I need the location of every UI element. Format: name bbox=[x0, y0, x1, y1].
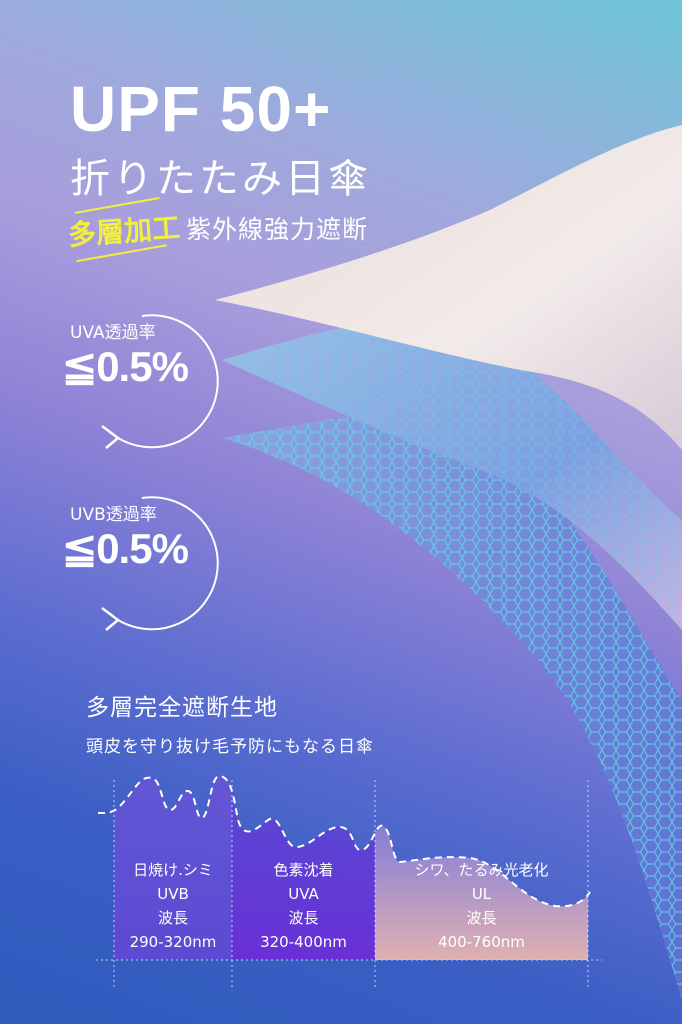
stat-label: UVA透過率 bbox=[70, 323, 156, 343]
circular-arrow-icon bbox=[101, 314, 219, 449]
range: 290-320nm bbox=[129, 933, 217, 951]
wave-line bbox=[97, 775, 591, 908]
wavelength-label: 波長 bbox=[157, 909, 188, 927]
tagline: 紫外線強力遮断 bbox=[186, 215, 369, 244]
stat-value: ≦0.5% bbox=[62, 525, 189, 572]
range: 320-400nm bbox=[260, 933, 347, 951]
wavelength-label: 波長 bbox=[466, 909, 497, 927]
type: UVA bbox=[288, 885, 319, 903]
stat-value: ≦0.5% bbox=[62, 343, 189, 390]
effect: 色素沈着 bbox=[273, 861, 334, 879]
effect: シワ、たるみ光老化 bbox=[414, 861, 549, 879]
stat-label: UVB透過率 bbox=[70, 505, 157, 525]
section-title: 多層完全遮断生地 bbox=[86, 695, 278, 721]
uvb-stat: UVB透過率 ≦0.5% bbox=[62, 492, 232, 642]
spectrum-ul: シワ、たるみ光老化 UL 波長 400-760nm bbox=[375, 858, 588, 954]
uva-stat: UVA透過率 ≦0.5% bbox=[62, 310, 232, 460]
effect: 日焼け.シミ bbox=[133, 861, 213, 879]
fabric-layer-1 bbox=[215, 125, 682, 450]
page-title: UPF 50+ bbox=[70, 73, 332, 145]
wavelength-label: 波長 bbox=[288, 909, 319, 927]
type: UVB bbox=[157, 885, 189, 903]
circular-arrow-icon bbox=[101, 496, 219, 631]
page-subtitle: 折りたたみ日傘 bbox=[70, 156, 371, 202]
range: 400-760nm bbox=[438, 933, 525, 951]
type: UL bbox=[471, 885, 492, 903]
spectrum-uvb: 日焼け.シミ UVB 波長 290-320nm bbox=[114, 858, 232, 954]
spectrum-uva: 色素沈着 UVA 波長 320-400nm bbox=[232, 858, 375, 954]
section-subtitle: 頭皮を守り抜け毛予防にもなる日傘 bbox=[86, 737, 374, 757]
